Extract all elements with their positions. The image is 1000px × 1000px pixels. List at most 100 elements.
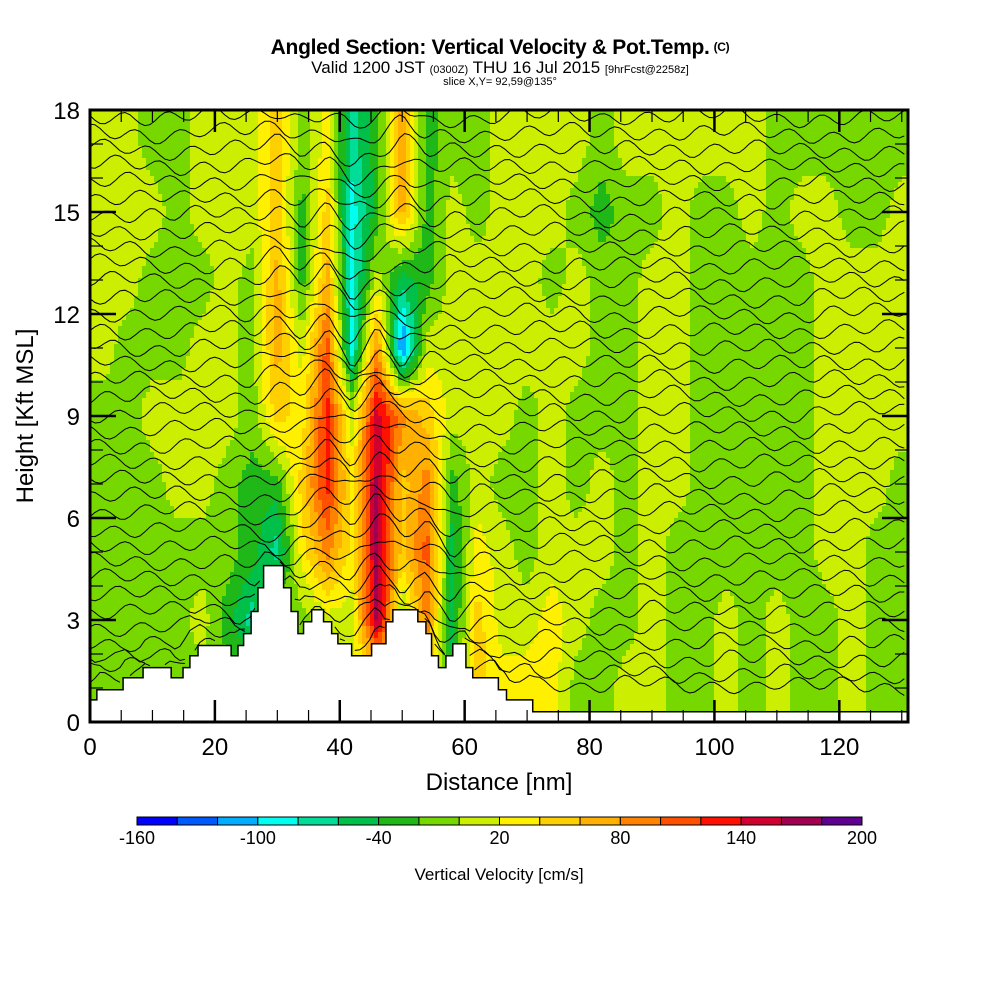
velocity-cell (162, 266, 167, 273)
velocity-cell (214, 188, 219, 195)
velocity-cell (218, 308, 223, 315)
velocity-cell (238, 170, 243, 177)
velocity-cell (206, 362, 211, 369)
velocity-cell (174, 122, 179, 129)
velocity-cell (98, 566, 103, 573)
velocity-cell (138, 542, 143, 549)
velocity-cell (126, 590, 131, 597)
velocity-cell (274, 548, 279, 555)
velocity-cell (178, 230, 183, 237)
velocity-cell (142, 566, 147, 573)
velocity-cell (222, 458, 227, 465)
velocity-cell (234, 548, 239, 555)
velocity-cell (262, 314, 267, 321)
velocity-cell (90, 320, 95, 327)
velocity-cell (230, 386, 235, 393)
velocity-cell (146, 254, 151, 261)
velocity-cell (122, 548, 127, 555)
velocity-cell (170, 662, 175, 669)
velocity-cell (106, 170, 111, 177)
velocity-cell (166, 422, 171, 429)
velocity-cell (122, 458, 127, 465)
velocity-cell (210, 290, 215, 297)
velocity-cell (154, 176, 159, 183)
velocity-cell (186, 620, 191, 627)
velocity-cell (130, 392, 135, 399)
velocity-cell (166, 542, 171, 549)
velocity-cell (162, 650, 167, 657)
velocity-cell (226, 386, 231, 393)
velocity-cell (238, 122, 243, 129)
velocity-cell (142, 416, 147, 423)
velocity-cell (190, 170, 195, 177)
velocity-cell (210, 110, 215, 117)
velocity-cell (222, 590, 227, 597)
velocity-cell (98, 602, 103, 609)
velocity-cell (118, 296, 123, 303)
velocity-cell (90, 314, 95, 321)
velocity-cell (186, 326, 191, 333)
velocity-cell (162, 362, 167, 369)
velocity-cell (146, 170, 151, 177)
velocity-cell (146, 620, 151, 627)
velocity-cell (178, 446, 183, 453)
velocity-cell (158, 314, 163, 321)
velocity-cell (214, 158, 219, 165)
velocity-cell (178, 176, 183, 183)
velocity-cell (222, 428, 227, 435)
velocity-cell (154, 302, 159, 309)
velocity-cell (134, 122, 139, 129)
velocity-cell (98, 320, 103, 327)
velocity-cell (170, 152, 175, 159)
velocity-cell (282, 548, 287, 555)
velocity-cell (174, 476, 179, 483)
velocity-cell (198, 512, 203, 519)
velocity-cell (118, 602, 123, 609)
velocity-cell (210, 146, 215, 153)
velocity-cell (138, 410, 143, 417)
velocity-cell (134, 218, 139, 225)
velocity-cell (134, 230, 139, 237)
velocity-cell (94, 152, 99, 159)
velocity-cell (222, 278, 227, 285)
velocity-cell (98, 158, 103, 165)
velocity-cell (254, 116, 259, 123)
velocity-cell (158, 632, 163, 639)
velocity-cell (102, 230, 107, 237)
velocity-cell (114, 644, 119, 651)
velocity-cell (230, 170, 235, 177)
velocity-cell (162, 620, 167, 627)
velocity-cell (94, 590, 99, 597)
velocity-cell (198, 470, 203, 477)
velocity-cell (138, 422, 143, 429)
velocity-cell (186, 296, 191, 303)
velocity-cell (186, 164, 191, 171)
velocity-cell (198, 362, 203, 369)
velocity-cell (154, 494, 159, 501)
velocity-cell (202, 626, 207, 633)
velocity-cell (230, 482, 235, 489)
velocity-cell (162, 224, 167, 231)
velocity-cell (206, 392, 211, 399)
velocity-cell (186, 488, 191, 495)
velocity-cell (266, 236, 271, 243)
velocity-cell (134, 392, 139, 399)
velocity-cell (182, 176, 187, 183)
velocity-cell (214, 488, 219, 495)
velocity-cell (222, 494, 227, 501)
velocity-cell (194, 278, 199, 285)
velocity-cell (250, 212, 255, 219)
velocity-cell (270, 404, 275, 411)
velocity-cell (190, 644, 195, 651)
velocity-cell (166, 116, 171, 123)
velocity-cell (198, 548, 203, 555)
velocity-cell (146, 194, 151, 201)
velocity-cell (198, 272, 203, 279)
velocity-cell (250, 152, 255, 159)
velocity-cell (230, 272, 235, 279)
velocity-cell (130, 548, 135, 555)
velocity-cell (242, 428, 247, 435)
velocity-cell (134, 518, 139, 525)
velocity-cell (214, 218, 219, 225)
velocity-cell (138, 188, 143, 195)
